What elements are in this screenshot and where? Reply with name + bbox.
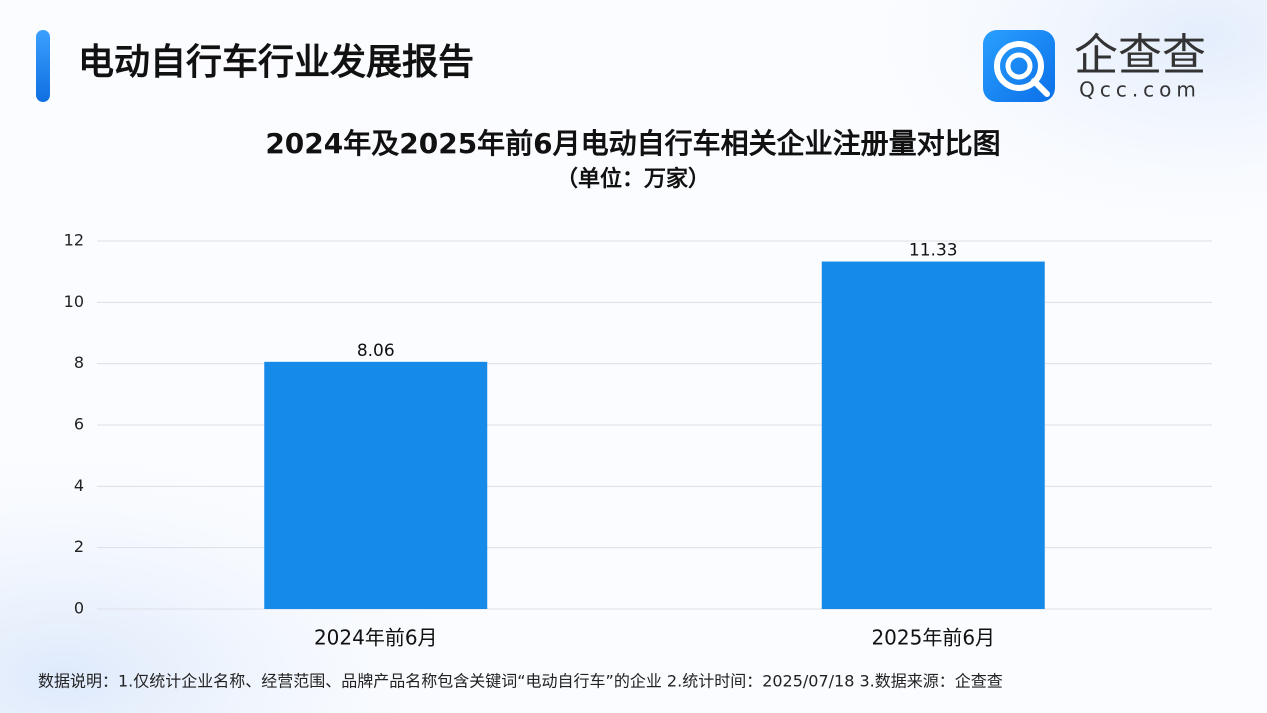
logo-ring — [1005, 52, 1033, 80]
footnote: 数据说明：1.仅统计企业名称、经营范围、品牌产品名称包含关键词“电动自行车”的企… — [38, 672, 1003, 691]
logo-handle — [1031, 78, 1050, 97]
x-tick-label: 2024年前6月 — [314, 626, 438, 650]
logo-ring — [994, 41, 1044, 91]
y-tick-label: 6 — [74, 415, 84, 434]
chart-title: 2024年及2025年前6月电动自行车相关企业注册量对比图 — [265, 127, 1000, 160]
bar — [264, 361, 488, 609]
y-tick-label: 8 — [74, 353, 84, 372]
value-label: 8.06 — [357, 341, 395, 361]
chart-subtitle: （单位：万家） — [556, 166, 710, 192]
y-tick-label: 2 — [74, 537, 84, 556]
value-label: 11.33 — [909, 241, 958, 261]
y-tick-label: 4 — [74, 476, 84, 495]
y-tick-label: 12 — [64, 231, 84, 250]
header-title: 电动自行车行业发展报告 — [78, 42, 474, 83]
y-tick-label: 0 — [74, 599, 84, 618]
x-tick-label: 2025年前6月 — [871, 626, 995, 650]
logo-name: 企查查 — [1074, 30, 1206, 81]
logo-domain: Qcc.com — [1079, 78, 1201, 102]
bar — [821, 261, 1045, 609]
accent-bar — [36, 30, 50, 102]
logo — [983, 30, 1055, 102]
y-tick-label: 10 — [64, 292, 84, 311]
